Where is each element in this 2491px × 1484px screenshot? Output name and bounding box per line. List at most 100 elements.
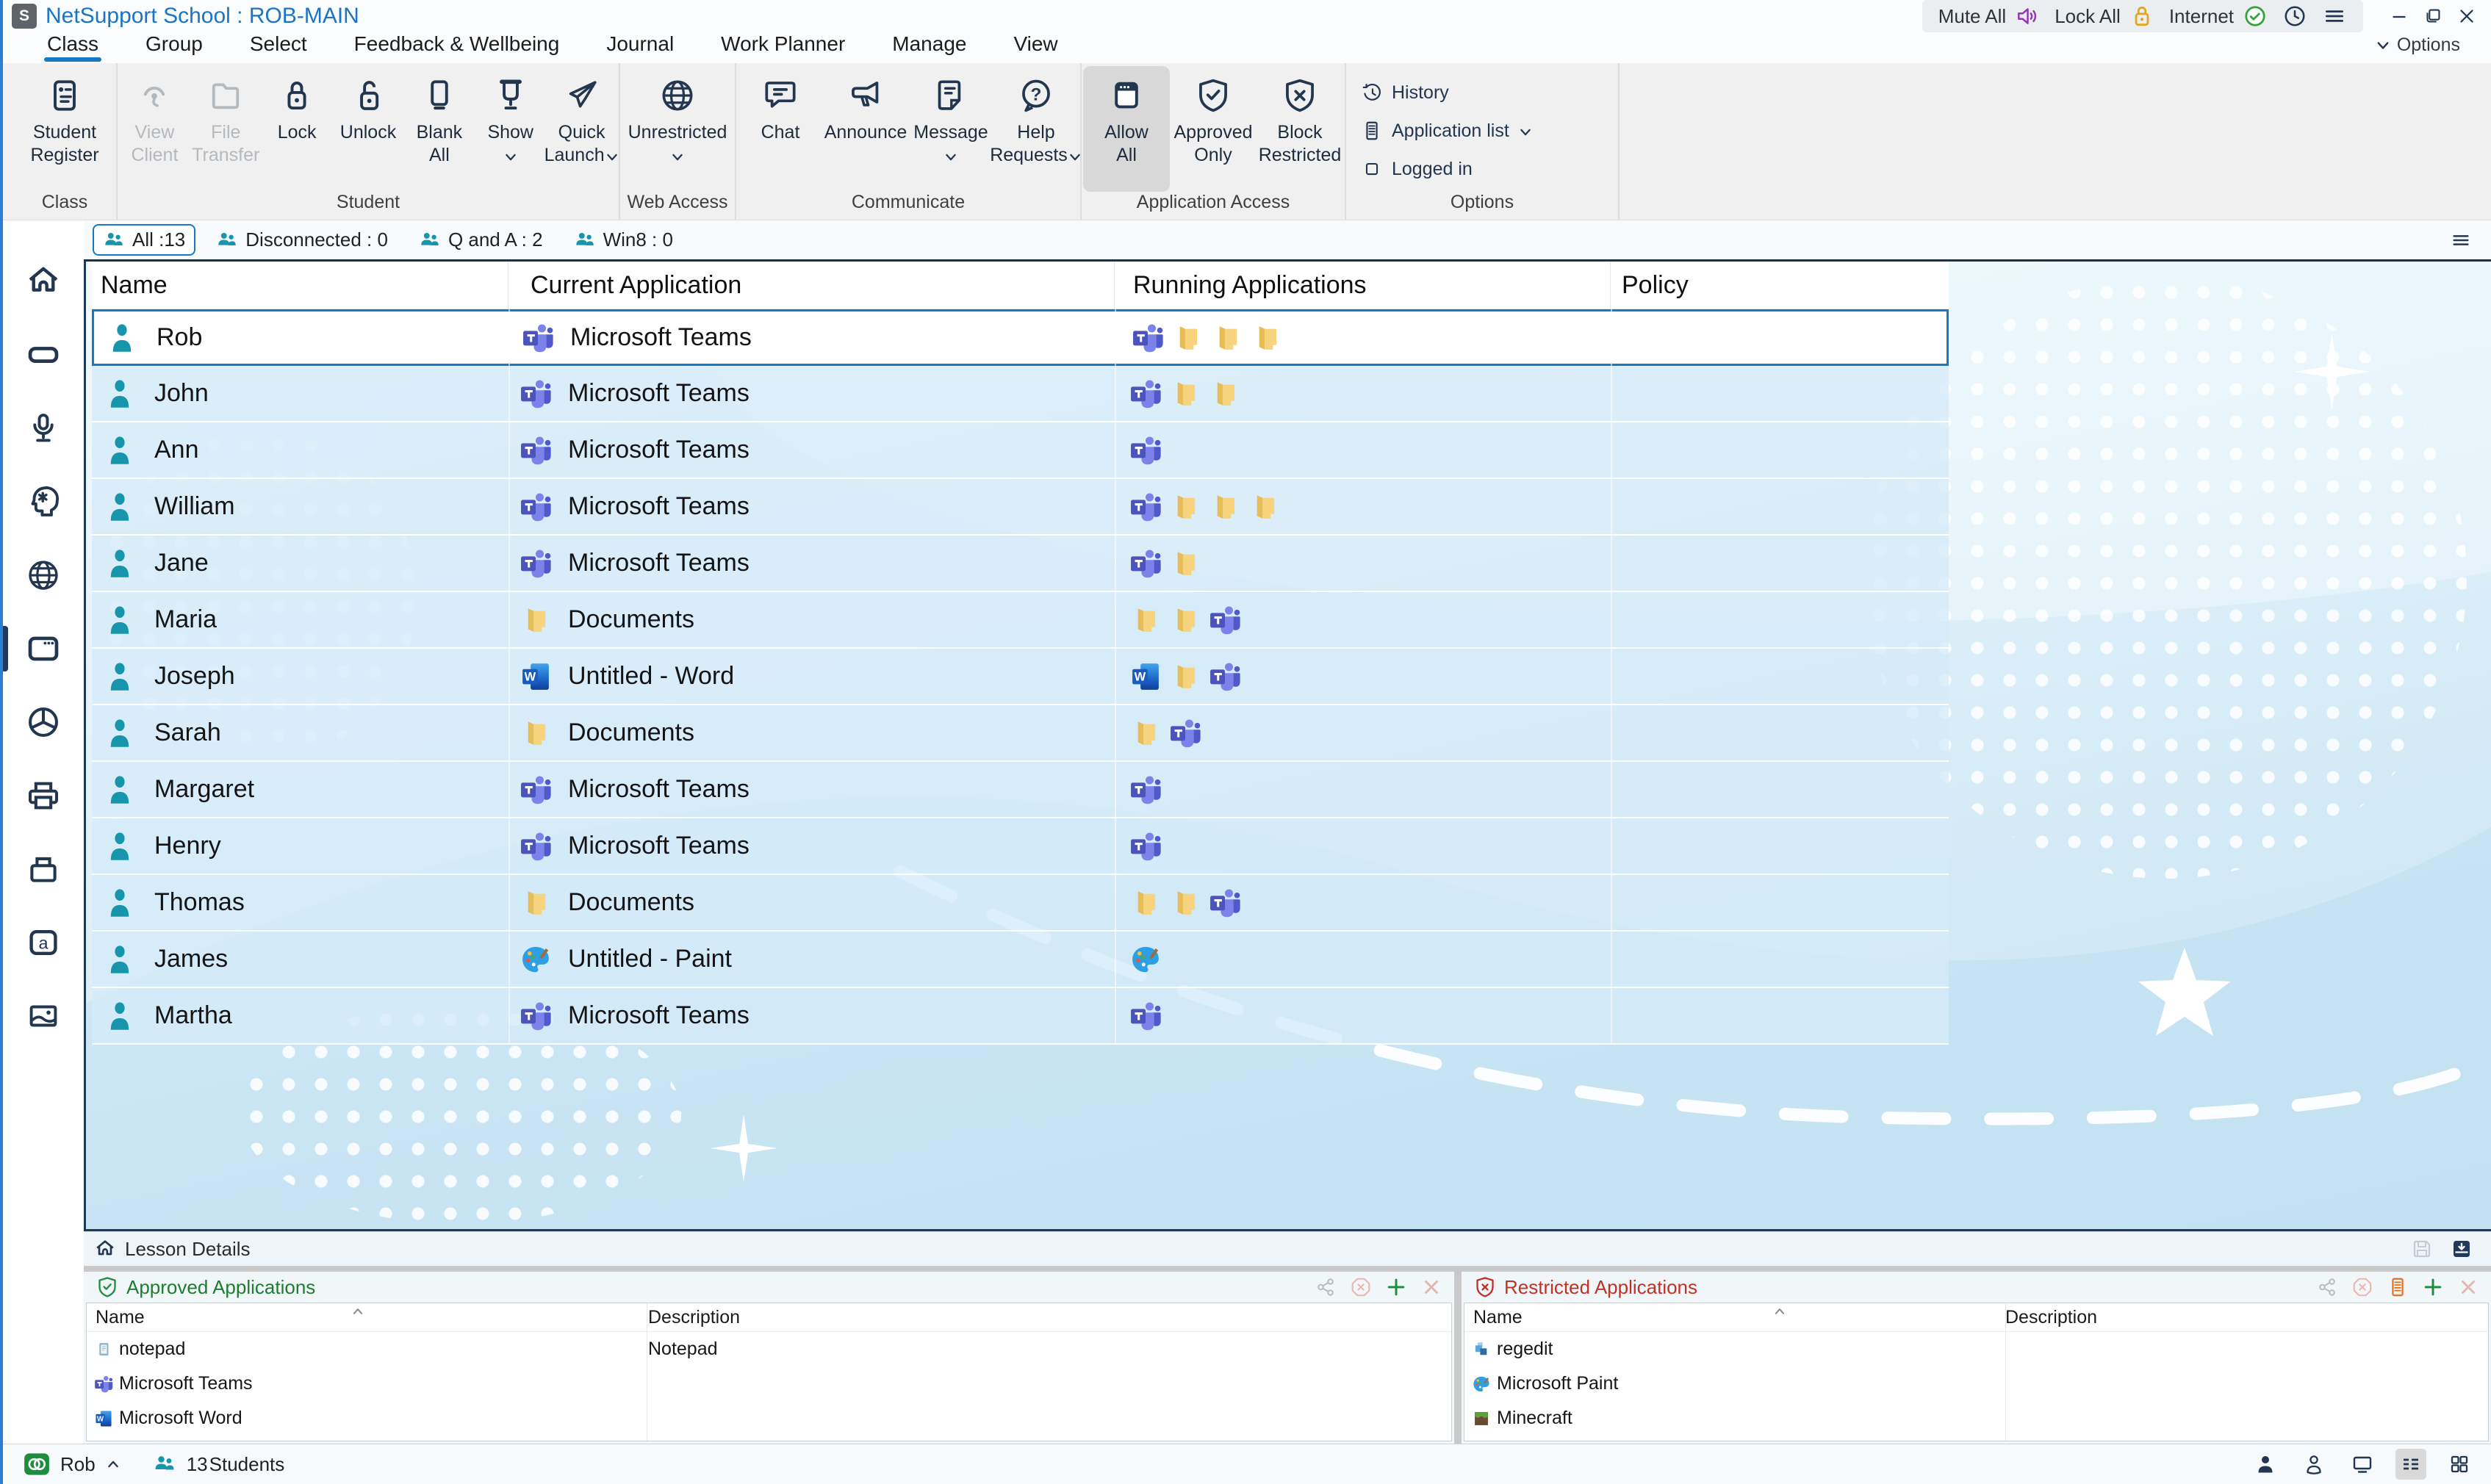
sidebar-item-mic[interactable] [3, 410, 84, 447]
application-list-item-notepad[interactable]: notepad Notepad [87, 1332, 1451, 1366]
student-row-maria[interactable]: Maria Documents [92, 592, 1949, 649]
export-panel-icon[interactable] [2450, 1237, 2473, 1261]
view-toggle-monitor[interactable] [2347, 1449, 2378, 1480]
sidebar-item-globe[interactable] [3, 557, 84, 594]
menu-icon[interactable] [2322, 4, 2347, 29]
x-icon[interactable] [1420, 1276, 1442, 1298]
application-list-item-microsoft-teams[interactable]: Microsoft Teams [87, 1366, 1451, 1401]
group-tab-disconnected-0[interactable]: Disconnected : 0 [206, 224, 398, 256]
column-header-policy[interactable]: Policy [1611, 262, 1949, 309]
menu-tab-feedback-wellbeing[interactable]: Feedback & Wellbeing [351, 32, 563, 63]
list-column-name[interactable]: Name [1464, 1307, 1996, 1328]
ribbon-button-unlock[interactable]: Unlock [333, 66, 404, 192]
sidebar-item-mind[interactable] [3, 483, 84, 520]
sidebar-item-drive[interactable] [3, 851, 84, 887]
oct-x-icon[interactable] [2351, 1276, 2373, 1298]
maximize-icon[interactable] [2422, 5, 2444, 27]
connected-user-label[interactable]: Rob [60, 1453, 96, 1476]
student-row-william[interactable]: William Microsoft Teams [92, 479, 1949, 536]
ribbon-button-unrestricted[interactable]: Unrestricted [622, 66, 733, 192]
sidebar-item-a-box[interactable] [3, 924, 84, 961]
plus-icon[interactable] [1385, 1276, 1407, 1298]
group-tab-win8-0[interactable]: Win8 : 0 [564, 224, 683, 256]
column-header-name[interactable]: Name [92, 262, 508, 309]
student-row-sarah[interactable]: Sarah Documents [92, 705, 1949, 762]
ribbon-button-quick-launch[interactable]: QuickLaunch [546, 66, 617, 192]
vertical-splitter[interactable] [1454, 1272, 1462, 1444]
sidebar-item-pie[interactable] [3, 704, 84, 741]
internet-status-button[interactable]: Internet [2169, 4, 2268, 29]
sidebar-item-apps[interactable] [3, 630, 84, 667]
menu-tab-work-planner[interactable]: Work Planner [718, 32, 848, 63]
column-header-current-application[interactable]: Current Application [508, 262, 1115, 309]
sidebar-item-home[interactable] [3, 263, 84, 300]
student-row-henry[interactable]: Henry Microsoft Teams [92, 818, 1949, 875]
student-row-ann[interactable]: Ann Microsoft Teams [92, 422, 1949, 479]
ribbon-button-lock[interactable]: Lock [262, 66, 333, 192]
list-column-description[interactable]: Description [1996, 1307, 2097, 1328]
lock-all-button[interactable]: Lock All [2055, 4, 2154, 29]
app-list-icon[interactable] [2387, 1276, 2409, 1298]
ribbon-button-student-register[interactable]: StudentRegister [15, 66, 115, 192]
save-icon[interactable] [2410, 1237, 2434, 1261]
ribbon-history[interactable]: History [1361, 76, 1617, 109]
x-icon[interactable] [2457, 1276, 2479, 1298]
horizontal-splitter[interactable] [84, 1266, 2491, 1272]
menu-tab-class[interactable]: Class [44, 32, 101, 63]
ribbon-button-show[interactable]: Show [475, 66, 546, 192]
ribbon-button-allow-all[interactable]: AllowAll [1083, 66, 1170, 192]
application-list-item-regedit[interactable]: regedit [1464, 1332, 2488, 1366]
oct-x-icon[interactable] [1350, 1276, 1372, 1298]
person-icon [103, 829, 137, 863]
student-row-martha[interactable]: Martha Microsoft Teams [92, 988, 1949, 1045]
application-list-item-microsoft-paint[interactable]: Microsoft Paint [1464, 1366, 2488, 1401]
column-header-running-applications[interactable]: Running Applications [1115, 262, 1611, 309]
menu-tab-journal[interactable]: Journal [603, 32, 677, 63]
student-row-joseph[interactable]: Joseph Untitled - Word [92, 649, 1949, 705]
sidebar-item-image[interactable] [3, 998, 84, 1034]
sidebar-item-board[interactable] [3, 336, 84, 373]
connection-status-icon[interactable] [24, 1451, 50, 1477]
share-icon[interactable] [1315, 1276, 1337, 1298]
ribbon-button-view-client: ViewClient [119, 66, 190, 192]
chevron-up-icon[interactable] [106, 1457, 121, 1472]
student-row-rob[interactable]: Rob Microsoft Teams [92, 309, 1949, 366]
tab-menu-icon[interactable] [2450, 229, 2472, 251]
student-row-jane[interactable]: Jane Microsoft Teams [92, 536, 1949, 592]
ribbon-button-block-restricted[interactable]: BlockRestricted [1257, 66, 1343, 192]
student-list-area: Name Current Application Running Applica… [84, 262, 2491, 1231]
view-toggle-list-view[interactable] [2395, 1449, 2426, 1480]
application-list-item-minecraft[interactable]: Minecraft [1464, 1401, 2488, 1436]
clock-icon[interactable] [2282, 4, 2307, 29]
close-icon[interactable] [2456, 5, 2478, 27]
ribbon-button-chat[interactable]: Chat [738, 66, 823, 192]
student-row-john[interactable]: John Microsoft Teams [92, 366, 1949, 422]
ribbon-button-approved-only[interactable]: ApprovedOnly [1170, 66, 1257, 192]
view-toggle-person-filled[interactable] [2250, 1449, 2281, 1480]
application-list-item-microsoft-word[interactable]: Microsoft Word [87, 1401, 1451, 1436]
ribbon-logged-in[interactable]: Logged in [1361, 153, 1617, 185]
student-row-james[interactable]: James Untitled - Paint [92, 932, 1949, 988]
ribbon-button-announce[interactable]: Announce [823, 66, 908, 192]
ribbon-application-list[interactable]: Application list [1361, 115, 1617, 147]
menu-tab-group[interactable]: Group [143, 32, 206, 63]
mute-all-button[interactable]: Mute All [1938, 4, 2041, 29]
menu-tab-select[interactable]: Select [247, 32, 310, 63]
ribbon-button-help-requests[interactable]: HelpRequests [993, 66, 1079, 192]
plus-icon[interactable] [2422, 1276, 2444, 1298]
ribbon-button-blank-all[interactable]: BlankAll [403, 66, 475, 192]
menu-tab-view[interactable]: View [1010, 32, 1060, 63]
view-toggle-grid-view[interactable] [2444, 1449, 2475, 1480]
sidebar-item-printer[interactable] [3, 777, 84, 814]
ribbon-button-message[interactable]: Message [908, 66, 993, 192]
student-row-margaret[interactable]: Margaret Microsoft Teams [92, 762, 1949, 818]
list-column-description[interactable]: Description [639, 1307, 740, 1328]
menu-tab-manage[interactable]: Manage [889, 32, 969, 63]
group-tab-q-and-a-2[interactable]: Q and A : 2 [409, 224, 553, 256]
group-tab-all-13[interactable]: All :13 [93, 224, 195, 256]
share-icon[interactable] [2316, 1276, 2338, 1298]
student-row-thomas[interactable]: Thomas Documents [92, 875, 1949, 932]
minimize-icon[interactable] [2388, 5, 2410, 27]
options-toggle[interactable]: Options [2375, 35, 2460, 63]
view-toggle-person-outline[interactable] [2298, 1449, 2329, 1480]
